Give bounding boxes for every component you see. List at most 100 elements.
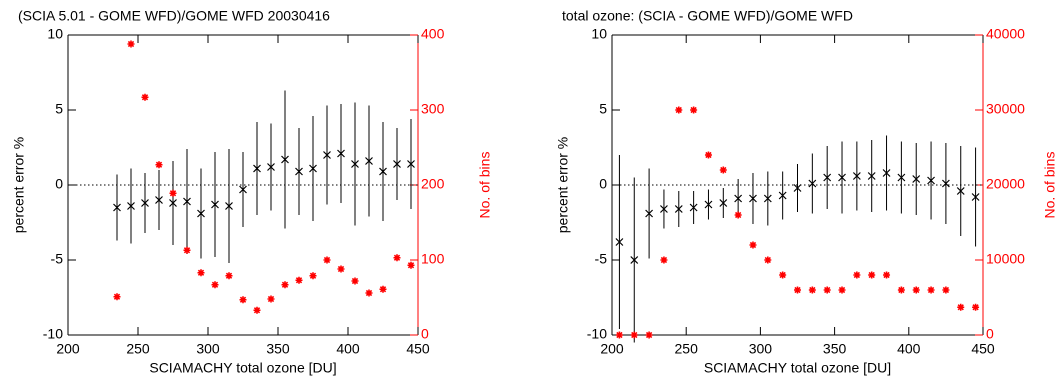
asterisk-marker — [615, 331, 623, 339]
asterisk-marker — [690, 106, 698, 114]
asterisk-marker — [675, 106, 683, 114]
x-marker — [956, 187, 965, 195]
y-tick-label: 0 — [599, 176, 607, 192]
x-marker — [719, 199, 728, 207]
asterisk-marker — [972, 303, 980, 311]
x-tick-label: 450 — [406, 341, 430, 357]
asterisk-marker — [197, 269, 205, 277]
x-marker — [155, 196, 163, 204]
x-marker — [645, 209, 654, 218]
asterisk-marker — [253, 306, 261, 314]
asterisk-marker — [337, 265, 345, 273]
asterisk-marker — [794, 286, 801, 294]
y-tick-label: -5 — [595, 251, 608, 267]
x-marker — [823, 173, 832, 182]
x-marker — [183, 197, 191, 206]
y2-axis-label: No. of bins — [1042, 152, 1058, 219]
asterisk-marker — [141, 93, 149, 101]
x-marker — [365, 157, 373, 165]
x-marker — [113, 203, 121, 212]
y-tick-label: -10 — [43, 326, 63, 342]
x-marker — [393, 160, 401, 168]
x-marker — [407, 160, 415, 168]
y-tick-label: 5 — [55, 101, 63, 117]
asterisk-marker — [155, 161, 163, 169]
x-marker — [615, 238, 624, 246]
y2-tick-label: 200 — [421, 176, 445, 192]
x-marker — [225, 202, 233, 210]
y-tick-label: 0 — [55, 176, 63, 192]
asterisk-marker — [309, 272, 317, 280]
x-tick-label: 350 — [823, 341, 847, 357]
x-marker — [927, 176, 935, 185]
y-tick-label: 10 — [47, 26, 63, 42]
asterisk-marker — [779, 271, 787, 279]
asterisk-marker — [267, 295, 275, 303]
asterisk-marker — [365, 289, 373, 297]
y-axis-label: percent error % — [11, 137, 27, 233]
x-marker — [763, 194, 772, 203]
x-marker — [267, 163, 275, 171]
asterisk-marker — [823, 286, 831, 294]
asterisk-marker — [912, 286, 920, 294]
y2-tick-label: 10000 — [986, 251, 1025, 267]
x-marker — [867, 172, 876, 180]
x-marker — [127, 202, 135, 210]
x-marker — [897, 173, 906, 182]
y-tick-label: -5 — [51, 251, 64, 267]
x-marker — [689, 203, 698, 212]
asterisk-marker — [183, 246, 191, 254]
x-marker — [674, 205, 683, 213]
y2-tick-label: 0 — [421, 326, 429, 342]
x-marker — [281, 155, 289, 164]
y2-tick-label: 100 — [421, 251, 445, 267]
x-marker — [211, 200, 219, 209]
asterisk-marker — [239, 296, 247, 304]
asterisk-marker — [897, 286, 905, 294]
x-marker — [141, 199, 149, 207]
x-marker — [749, 194, 757, 203]
x-marker — [379, 167, 387, 176]
asterisk-marker — [942, 286, 950, 294]
asterisk-marker — [211, 281, 219, 289]
x-marker — [309, 164, 317, 173]
asterisk-marker — [113, 293, 121, 301]
y2-tick-label: 400 — [421, 26, 445, 42]
x-marker — [912, 175, 921, 183]
x-marker — [704, 200, 713, 209]
x-marker — [838, 173, 846, 182]
x-marker — [734, 194, 743, 203]
asterisk-marker — [225, 272, 233, 280]
plot: (SCIA 5.01 - GOME WFD)/GOME WFD 20030416… — [11, 8, 493, 376]
asterisk-marker — [957, 303, 965, 311]
asterisk-marker — [645, 331, 653, 339]
x-marker — [197, 209, 205, 218]
asterisk-marker — [883, 271, 891, 279]
asterisk-marker — [660, 256, 668, 264]
x-marker — [323, 151, 331, 159]
x-marker — [295, 167, 303, 176]
y2-tick-label: 300 — [421, 101, 445, 117]
asterisk-marker — [323, 256, 331, 264]
asterisk-marker — [764, 256, 772, 264]
x-marker — [239, 185, 247, 194]
x-marker — [808, 179, 817, 188]
x-marker — [852, 172, 861, 180]
y2-tick-label: 0 — [986, 326, 994, 342]
asterisk-marker — [749, 241, 757, 249]
x-tick-label: 350 — [266, 341, 290, 357]
asterisk-marker — [379, 285, 387, 293]
x-tick-label: 450 — [971, 341, 995, 357]
x-marker — [660, 205, 668, 213]
x-marker — [882, 169, 891, 177]
x-tick-label: 400 — [336, 341, 360, 357]
plot: total ozone: (SCIA - GOME WFD)/GOME WFD 2… — [555, 8, 1058, 376]
x-tick-label: 300 — [749, 341, 773, 357]
x-marker — [941, 179, 950, 188]
asterisk-marker — [868, 271, 876, 279]
y2-axis-label: No. of bins — [477, 152, 493, 219]
asterisk-marker — [808, 286, 816, 294]
y2-tick-label: 30000 — [986, 101, 1025, 117]
asterisk-marker — [853, 271, 861, 279]
